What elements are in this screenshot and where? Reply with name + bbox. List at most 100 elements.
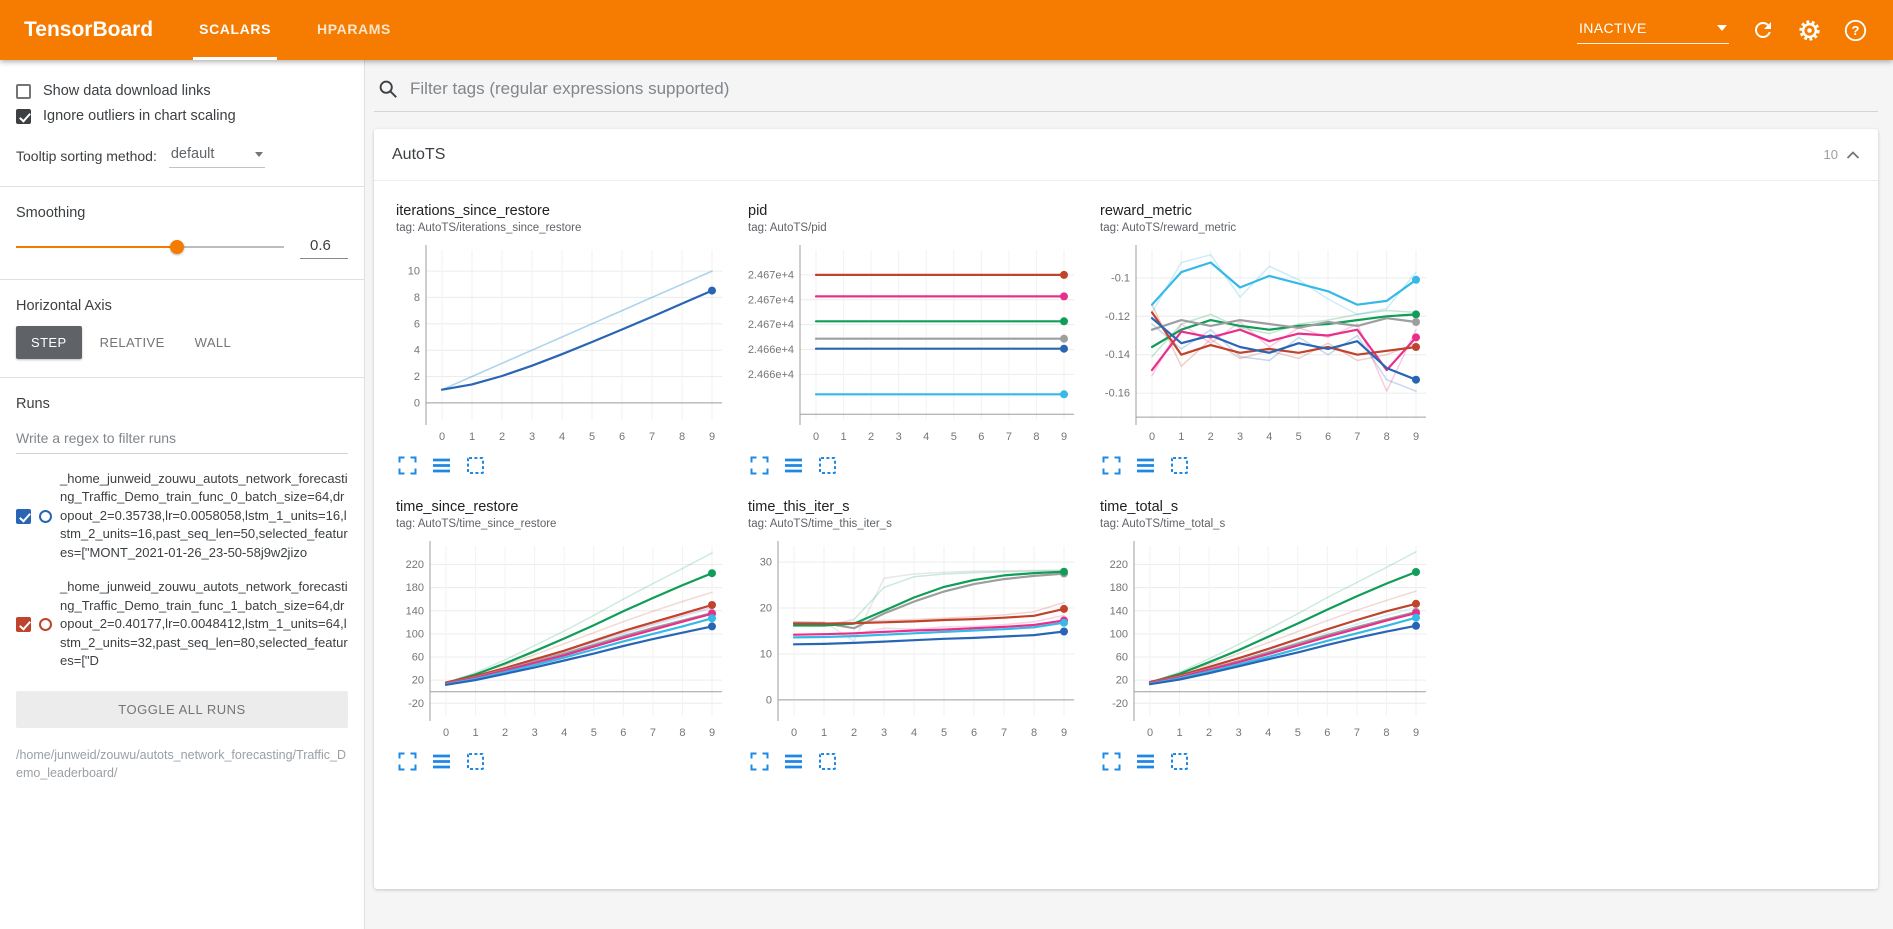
svg-text:8: 8	[414, 292, 420, 304]
scalar-chart: time_since_restore tag: AutoTS/time_sinc…	[392, 499, 726, 771]
expand-chart-icon[interactable]	[750, 456, 769, 475]
chart-canvas[interactable]: -20 20 60 100 140 180 220 0 1 2 3 4 5 6 7 8 9	[1096, 536, 1430, 744]
smoothing-slider[interactable]	[16, 233, 284, 261]
chart-title: iterations_since_restore	[396, 203, 550, 219]
run-data-list-icon[interactable]	[784, 752, 803, 771]
svg-text:3: 3	[1237, 431, 1243, 443]
toggle-all-runs-button[interactable]: TOGGLE ALL RUNS	[16, 690, 348, 728]
svg-text:9: 9	[1061, 727, 1067, 739]
divider	[0, 186, 364, 187]
run-data-list-icon[interactable]	[1136, 456, 1155, 475]
svg-text:0: 0	[439, 431, 445, 443]
svg-text:0: 0	[414, 397, 420, 409]
tab-scalars[interactable]: SCALARS	[193, 0, 278, 60]
expand-chart-icon[interactable]	[1102, 456, 1121, 475]
chart-canvas[interactable]: -0.1 -0.12 -0.14 -0.16 0 1 2 3 4 5 6 7 8 9	[1096, 240, 1430, 448]
chart-canvas[interactable]: -20 20 60 100 140 180 220 0 1 2 3 4 5 6 7 8 9	[392, 536, 726, 744]
run-data-list-icon[interactable]	[784, 456, 803, 475]
svg-text:2: 2	[502, 727, 508, 739]
smoothing-slider-thumb[interactable]	[169, 240, 184, 254]
tooltip-sorting-row: Tooltip sorting method: default	[16, 144, 348, 168]
runs-filter-input[interactable]	[16, 424, 348, 454]
svg-text:1: 1	[1177, 727, 1183, 739]
svg-text:4: 4	[1265, 727, 1271, 739]
svg-text:5: 5	[1295, 727, 1301, 739]
chart-tag: tag: AutoTS/iterations_since_restore	[396, 222, 582, 234]
horizontal-axis-buttons: STEP RELATIVE WALL	[16, 326, 348, 359]
svg-text:9: 9	[1413, 431, 1419, 443]
settings-sidebar: Show data download links Ignore outliers…	[0, 60, 365, 929]
svg-text:1: 1	[821, 727, 827, 739]
show-download-links-checkbox[interactable]	[16, 83, 31, 99]
svg-text:3: 3	[532, 727, 538, 739]
chart-canvas[interactable]: 2.467e+4 2.467e+4 2.467e+4 2.466e+4 2.466e+4…	[744, 240, 1078, 448]
svg-text:9: 9	[709, 431, 715, 443]
chart-title: pid	[748, 203, 768, 219]
ignore-outliers-checkbox[interactable]	[16, 108, 31, 124]
help-icon[interactable]: ?	[1844, 19, 1867, 42]
header-actions: INACTIVE ?	[1577, 16, 1867, 44]
relative-button[interactable]: RELATIVE	[88, 326, 177, 359]
fit-domain-icon[interactable]	[466, 752, 485, 771]
svg-text:2: 2	[851, 727, 857, 739]
svg-text:10: 10	[760, 649, 772, 661]
status-dropdown[interactable]: INACTIVE	[1577, 16, 1729, 44]
svg-text:0: 0	[443, 727, 449, 739]
chart-tools	[744, 744, 1078, 771]
svg-text:7: 7	[649, 431, 655, 443]
run-data-list-icon[interactable]	[432, 752, 451, 771]
main-tabs: SCALARS HPARAMS	[193, 0, 397, 60]
run-radio[interactable]	[39, 509, 52, 523]
svg-text:10: 10	[408, 266, 420, 278]
smoothing-value[interactable]: 0.6	[300, 235, 348, 259]
refresh-icon[interactable]	[1751, 18, 1775, 42]
smoothing-label: Smoothing	[16, 205, 86, 221]
chevron-down-icon	[254, 151, 263, 157]
svg-text:100: 100	[406, 628, 424, 640]
expand-chart-icon[interactable]	[750, 752, 769, 771]
tooltip-sorting-label: Tooltip sorting method:	[16, 148, 157, 164]
svg-text:6: 6	[619, 431, 625, 443]
tooltip-sorting-dropdown[interactable]: default	[168, 144, 265, 168]
svg-text:20: 20	[760, 603, 772, 615]
ignore-outliers-row: Ignore outliers in chart scaling	[16, 108, 348, 124]
run-radio[interactable]	[39, 617, 52, 631]
run-data-list-icon[interactable]	[432, 456, 451, 475]
fit-domain-icon[interactable]	[818, 752, 837, 771]
svg-text:5: 5	[591, 727, 597, 739]
expand-chart-icon[interactable]	[1102, 752, 1121, 771]
chart-canvas[interactable]: 0 2 4 6 8 10 0 1 2 3 4 5 6 7 8 9	[392, 240, 726, 448]
svg-text:2.466e+4: 2.466e+4	[748, 369, 794, 381]
chart-count: 10	[1823, 147, 1838, 162]
run-data-list-icon[interactable]	[1136, 752, 1155, 771]
svg-text:6: 6	[414, 318, 420, 330]
smoothing-slider-fill	[16, 246, 177, 248]
svg-text:4: 4	[1266, 431, 1272, 443]
tag-filter-input[interactable]	[410, 79, 1874, 99]
run-checkbox[interactable]	[16, 616, 31, 632]
chart-tag: tag: AutoTS/time_total_s	[1100, 518, 1226, 530]
expand-chart-icon[interactable]	[398, 752, 417, 771]
chart-canvas[interactable]: 0 10 20 30 0 1 2 3 4 5 6 7 8 9	[744, 536, 1078, 744]
fit-domain-icon[interactable]	[466, 456, 485, 475]
autots-card-header[interactable]: AutoTS 10	[374, 129, 1878, 181]
chevron-up-icon[interactable]	[1846, 150, 1860, 160]
wall-button[interactable]: WALL	[183, 326, 244, 359]
svg-text:20: 20	[1116, 675, 1128, 687]
tab-hparams[interactable]: HPARAMS	[317, 20, 391, 37]
fit-domain-icon[interactable]	[1170, 752, 1189, 771]
svg-text:180: 180	[406, 582, 424, 594]
run-name: _home_junweid_zouwu_autots_network_forec…	[60, 579, 348, 669]
expand-chart-icon[interactable]	[398, 456, 417, 475]
fit-domain-icon[interactable]	[1170, 456, 1189, 475]
logdir-path: /home/junweid/zouwu/autots_network_forec…	[16, 747, 347, 781]
svg-text:7: 7	[650, 727, 656, 739]
settings-gear-icon[interactable]	[1797, 18, 1822, 43]
main-content: AutoTS 10 iterations_since_restore tag: …	[365, 60, 1893, 929]
search-icon	[378, 79, 398, 99]
svg-text:1: 1	[473, 727, 479, 739]
svg-text:6: 6	[978, 431, 984, 443]
run-checkbox[interactable]	[16, 508, 31, 524]
fit-domain-icon[interactable]	[818, 456, 837, 475]
step-button[interactable]: STEP	[16, 326, 82, 359]
